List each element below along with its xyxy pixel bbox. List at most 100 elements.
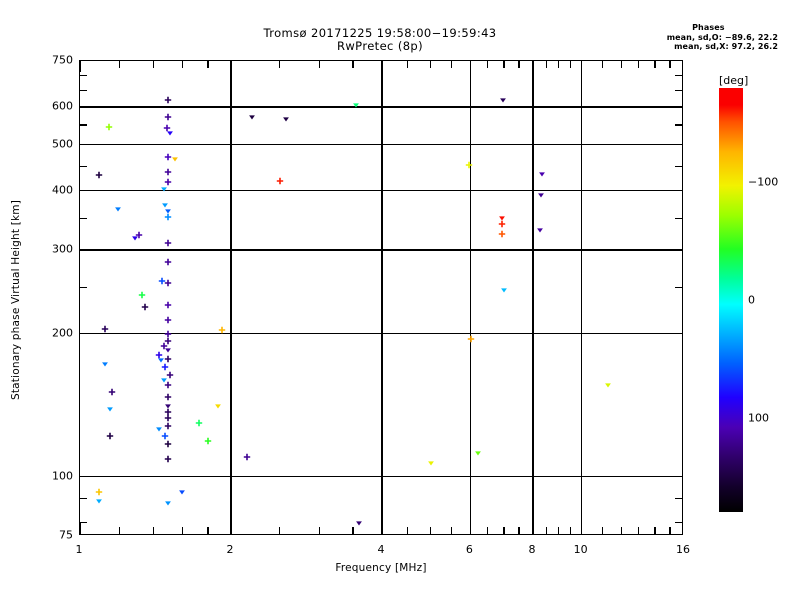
data-point — [162, 363, 169, 371]
y-axis-tick — [80, 476, 91, 478]
x-axis-label: Frequency [MHz] — [335, 562, 427, 574]
data-point — [165, 441, 172, 448]
data-point — [499, 230, 506, 237]
x-axis-tick — [80, 523, 81, 534]
x-axis-tick — [450, 527, 453, 534]
data-point — [101, 360, 108, 367]
x-axis-tick — [620, 61, 622, 68]
y-axis-tick — [671, 106, 682, 108]
y-axis-tick — [671, 190, 682, 192]
title-line-2: RwPretec (8p) — [336, 39, 424, 53]
phase-stats-annotation: Phases mean, sd,O: −89.6, 22.2 mean, sd,… — [667, 23, 778, 52]
data-point — [163, 124, 171, 131]
x-axis-tick — [518, 61, 520, 68]
y-axis-tick — [671, 143, 682, 146]
colorbar-unit-label: [deg] — [719, 74, 749, 87]
y-axis-tick — [675, 124, 682, 126]
gridline-horizontal — [80, 143, 682, 146]
x-axis-tick — [381, 61, 383, 72]
x-axis-tick — [569, 527, 572, 534]
data-point — [165, 422, 172, 429]
data-point — [107, 405, 114, 412]
data-point — [165, 393, 172, 401]
colorbar-tick-label: 100 — [748, 411, 769, 425]
x-axis-tick — [230, 61, 232, 72]
y-axis-tick — [80, 217, 87, 219]
x-axis-tick — [429, 527, 432, 534]
x-axis-tick — [638, 527, 640, 534]
data-point — [159, 277, 166, 285]
data-point — [427, 459, 434, 466]
x-axis-tick — [450, 61, 453, 68]
y-axis-tick — [80, 124, 87, 126]
y-tick-label: 400 — [52, 183, 73, 197]
data-point — [165, 337, 172, 345]
y-axis-tick — [675, 89, 682, 92]
y-axis-tick — [675, 165, 682, 168]
x-axis-tick — [318, 527, 320, 534]
x-axis-tick — [638, 61, 640, 68]
y-axis-tick — [80, 106, 91, 108]
y-tick-label: 200 — [52, 326, 73, 340]
y-axis-tick — [671, 333, 682, 335]
data-point — [538, 191, 545, 198]
x-axis-tick — [181, 527, 184, 534]
data-point — [500, 287, 507, 294]
y-axis-label: Stationary phase Virtual Height [km] — [10, 199, 22, 401]
y-axis-tick — [80, 74, 87, 76]
data-point — [282, 115, 289, 122]
data-point — [165, 408, 172, 415]
colorbar-gradient — [719, 88, 743, 512]
stats-x-mode: mean, sd,X: 97.2, 26.2 — [674, 42, 778, 51]
x-axis-tick — [487, 527, 489, 534]
data-point — [165, 258, 172, 266]
x-axis-tick — [503, 527, 505, 534]
data-point — [537, 227, 544, 234]
x-axis-tick — [352, 61, 354, 68]
x-axis-tick — [569, 61, 572, 68]
data-point — [179, 488, 186, 495]
x-tick-label: 10 — [573, 543, 588, 556]
data-point — [277, 177, 284, 184]
y-axis-tick — [671, 476, 682, 478]
x-tick-label: 1 — [75, 543, 83, 556]
gridline-vertical — [532, 61, 534, 534]
x-axis-tick — [318, 61, 320, 68]
y-axis-tick — [80, 286, 87, 289]
data-point — [165, 169, 172, 176]
y-axis-tick — [675, 74, 682, 76]
data-point — [243, 453, 250, 461]
x-axis-tick — [601, 61, 604, 68]
data-point — [165, 213, 172, 221]
data-point — [165, 316, 172, 323]
colorbar-tick-label: −100 — [748, 175, 779, 189]
y-axis-tick — [80, 249, 91, 251]
y-tick-label: 75 — [59, 528, 73, 542]
x-tick-label: 6 — [465, 543, 473, 556]
x-axis-tick — [80, 61, 81, 72]
x-axis-tick — [152, 527, 154, 534]
x-axis-tick — [207, 61, 209, 68]
x-axis-tick — [601, 527, 604, 534]
gridline-vertical — [580, 61, 583, 534]
y-tick-label: 750 — [52, 53, 73, 67]
data-point — [95, 488, 102, 495]
y-axis-tick — [80, 165, 87, 168]
data-point — [500, 96, 507, 103]
data-point — [214, 402, 221, 409]
gridline-horizontal — [80, 189, 682, 192]
data-point — [107, 432, 114, 439]
gridline-horizontal — [80, 106, 682, 108]
x-axis-tick — [407, 61, 409, 68]
colorbar-tick-label: 0 — [748, 293, 755, 307]
data-point — [172, 155, 179, 162]
x-axis-tick — [487, 61, 489, 68]
y-axis-tick — [675, 217, 682, 219]
data-point — [204, 437, 212, 444]
x-axis-tick — [469, 61, 471, 72]
data-point — [162, 432, 169, 439]
data-point — [165, 154, 172, 161]
data-point — [165, 113, 172, 121]
x-axis-tick — [278, 61, 281, 68]
data-point — [166, 371, 173, 378]
